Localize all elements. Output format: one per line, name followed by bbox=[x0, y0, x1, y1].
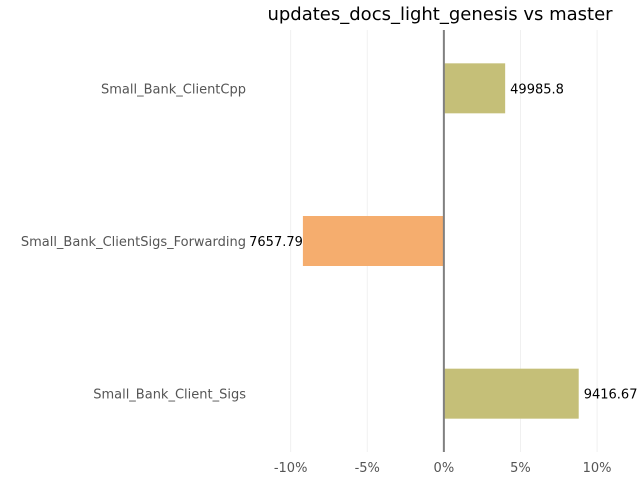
data-label: 9416.67 bbox=[584, 388, 638, 403]
bar bbox=[443, 63, 506, 114]
data-label: 7657.79 bbox=[249, 235, 303, 250]
bar bbox=[302, 216, 444, 266]
data-labels: 49985.8 7657.79 9416.67 bbox=[249, 82, 637, 402]
bars bbox=[302, 63, 579, 419]
category-label: Small_Bank_ClientSigs_Forwarding bbox=[21, 235, 246, 250]
category-labels: Small_Bank_ClientCpp Small_Bank_ClientSig… bbox=[21, 82, 246, 402]
x-tick-label: -10% bbox=[274, 461, 308, 476]
bar bbox=[443, 368, 579, 419]
x-tick-label: 0% bbox=[434, 461, 455, 476]
x-tick-labels: -10% -5% 0% 5% 10% bbox=[274, 461, 612, 476]
data-label: 49985.8 bbox=[510, 82, 564, 97]
x-tick-label: -5% bbox=[355, 461, 380, 476]
x-tick-label: 5% bbox=[510, 461, 531, 476]
category-label: Small_Bank_Client_Sigs bbox=[93, 388, 246, 403]
x-tick-label: 10% bbox=[583, 461, 612, 476]
chart-title: updates_docs_light_genesis vs master bbox=[267, 4, 613, 25]
grid-lines bbox=[290, 30, 598, 452]
category-label: Small_Bank_ClientCpp bbox=[101, 82, 246, 97]
